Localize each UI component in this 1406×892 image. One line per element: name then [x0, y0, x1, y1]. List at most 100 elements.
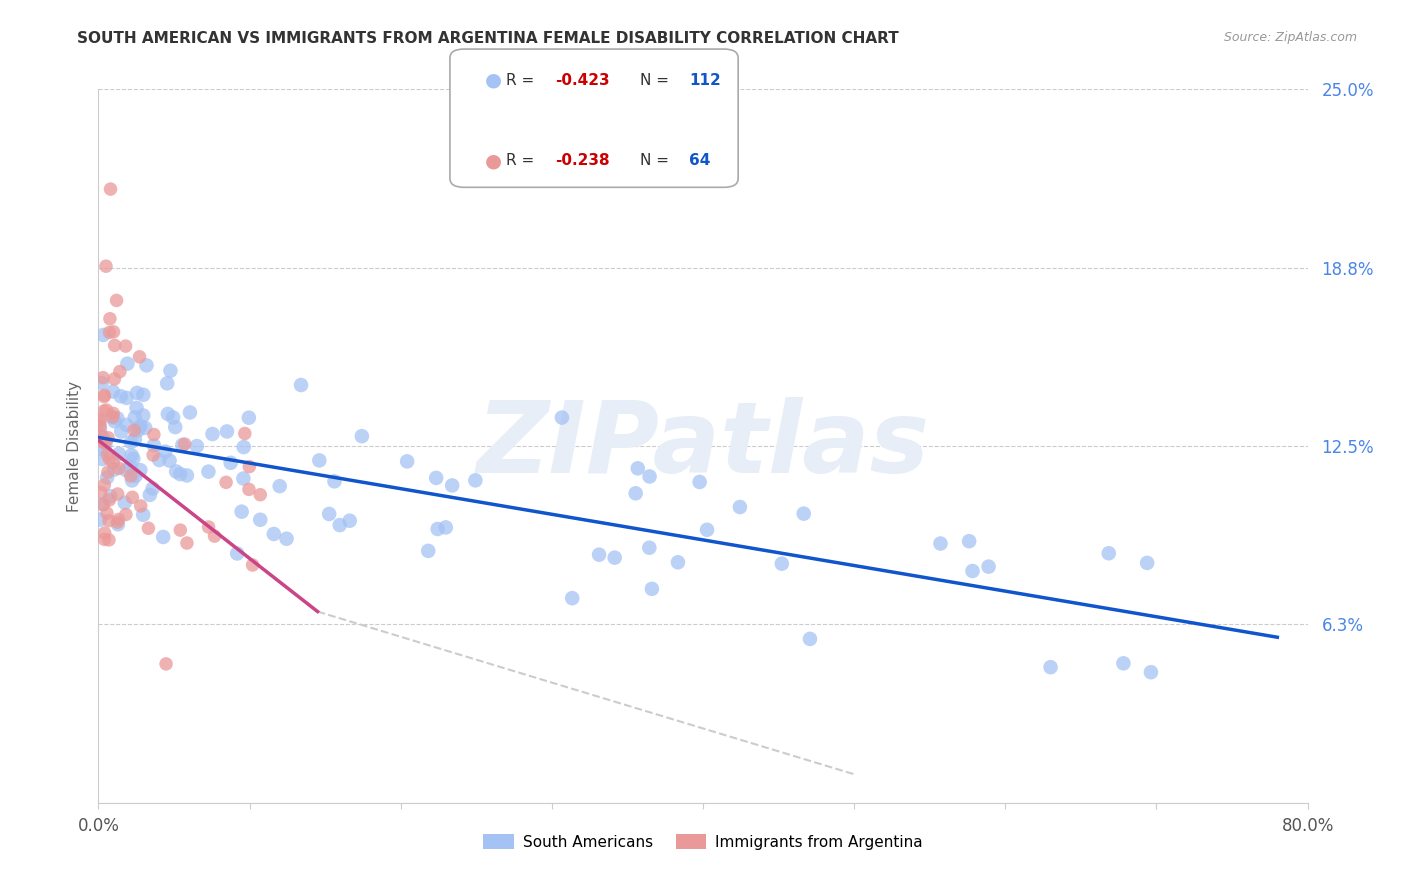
Text: N =: N =	[640, 73, 673, 87]
Point	[103, 406, 125, 420]
Point	[101, 410, 124, 425]
Point	[155, 444, 177, 458]
Point	[232, 471, 254, 485]
Point	[98, 311, 121, 326]
Point	[156, 407, 179, 421]
Point	[134, 421, 156, 435]
Point	[728, 500, 751, 514]
Point	[132, 409, 155, 423]
Point	[93, 404, 115, 418]
Point	[128, 350, 150, 364]
Point	[129, 463, 152, 477]
Point	[104, 414, 127, 428]
Point	[418, 544, 440, 558]
Text: ●: ●	[485, 151, 502, 170]
Point	[101, 384, 124, 399]
Point	[107, 487, 129, 501]
Point	[114, 496, 136, 510]
Point	[233, 426, 256, 441]
Point	[165, 420, 187, 434]
Point	[107, 515, 129, 529]
Point	[93, 478, 115, 492]
Point	[231, 505, 253, 519]
Point	[588, 548, 610, 562]
Point	[124, 432, 146, 446]
Point	[142, 427, 165, 442]
Point	[204, 529, 226, 543]
Point	[1136, 556, 1159, 570]
Point	[90, 428, 112, 442]
Point	[93, 435, 115, 450]
Point	[169, 523, 191, 537]
Point	[103, 372, 125, 386]
Point	[103, 456, 125, 470]
Point	[89, 433, 111, 447]
Point	[91, 497, 114, 511]
Point	[159, 453, 181, 467]
Point	[603, 550, 626, 565]
Point	[165, 465, 187, 479]
Text: R =: R =	[506, 153, 540, 168]
Point	[101, 410, 124, 425]
Point	[91, 434, 114, 449]
Point	[96, 470, 118, 484]
Point	[1112, 657, 1135, 671]
Point	[97, 514, 120, 528]
Point	[127, 424, 149, 438]
Point	[107, 517, 129, 532]
Point	[125, 401, 148, 415]
Point	[238, 459, 260, 474]
Y-axis label: Female Disability: Female Disability	[67, 380, 83, 512]
Point	[242, 558, 264, 572]
Point	[1098, 546, 1121, 560]
Point	[159, 364, 181, 378]
Point	[91, 328, 114, 343]
Point	[108, 365, 131, 379]
Point	[115, 508, 138, 522]
Text: 64: 64	[689, 153, 710, 168]
Point	[232, 440, 254, 454]
Point	[793, 507, 815, 521]
Point	[464, 474, 486, 488]
Point	[624, 486, 647, 500]
Point	[93, 526, 115, 541]
Point	[426, 522, 449, 536]
Point	[89, 513, 111, 527]
Point	[89, 422, 111, 436]
Point	[238, 410, 260, 425]
Point	[551, 410, 574, 425]
Point	[97, 533, 120, 547]
Point	[162, 410, 184, 425]
Point	[132, 508, 155, 522]
Point	[770, 557, 793, 571]
Point	[329, 518, 352, 533]
Point	[97, 431, 120, 445]
Point	[117, 357, 139, 371]
Point	[98, 492, 121, 507]
Point	[98, 326, 121, 340]
Point	[142, 482, 165, 496]
Point	[689, 475, 711, 489]
Legend: South Americans, Immigrants from Argentina: South Americans, Immigrants from Argenti…	[477, 828, 929, 855]
Point	[107, 512, 129, 526]
Point	[90, 376, 112, 390]
Point	[323, 475, 346, 489]
Text: -0.423: -0.423	[555, 73, 610, 87]
Point	[318, 507, 340, 521]
Point	[93, 390, 115, 404]
Point	[269, 479, 291, 493]
Point	[215, 475, 238, 490]
Point	[434, 520, 457, 534]
Point	[115, 417, 138, 432]
Point	[90, 485, 112, 500]
Point	[169, 467, 191, 481]
Point	[93, 533, 115, 547]
Text: SOUTH AMERICAN VS IMMIGRANTS FROM ARGENTINA FEMALE DISABILITY CORRELATION CHART: SOUTH AMERICAN VS IMMIGRANTS FROM ARGENT…	[77, 31, 898, 46]
Point	[96, 506, 118, 520]
Point	[103, 325, 125, 339]
Point	[249, 513, 271, 527]
Point	[1140, 665, 1163, 680]
Point	[641, 582, 664, 596]
Point	[135, 359, 157, 373]
Point	[103, 462, 125, 476]
